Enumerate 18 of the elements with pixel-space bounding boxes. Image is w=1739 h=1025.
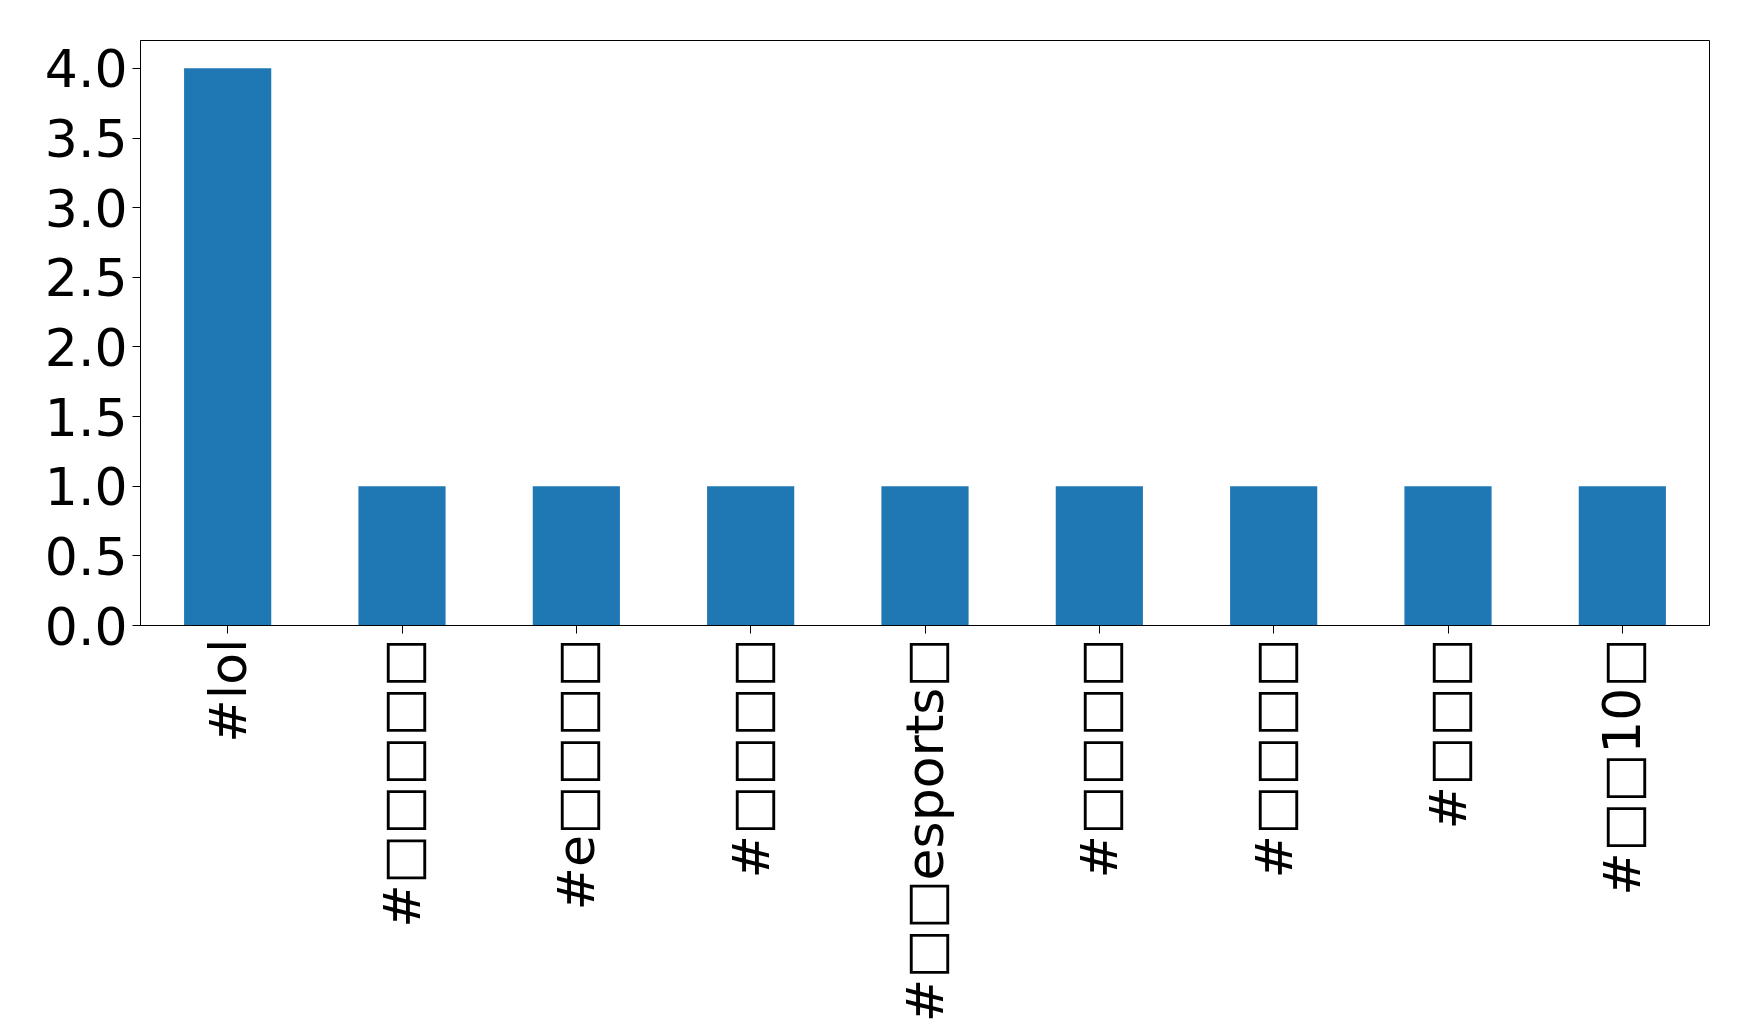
y-tick-label: 1.5 xyxy=(44,387,128,448)
x-tick-label: #□□□□□ xyxy=(372,638,432,928)
y-tick-label: 0.0 xyxy=(44,596,128,657)
x-tick-label: #□□□□ xyxy=(720,638,781,879)
x-tick-label: #e□□□□ xyxy=(546,638,607,911)
x-tick-label: #□□□□ xyxy=(1069,638,1130,879)
y-tick-label: 2.5 xyxy=(44,248,128,309)
x-tick-label: #lol xyxy=(197,638,258,743)
y-tick-label: 2.0 xyxy=(44,317,128,378)
y-tick-label: 0.5 xyxy=(44,526,128,587)
x-tick-label: #□□esports□ xyxy=(895,638,955,1023)
y-tick-label: 3.5 xyxy=(44,109,128,169)
x-tick-label: #□□□ xyxy=(1418,638,1478,830)
x-tick-label: #□□10□ xyxy=(1592,638,1653,896)
y-tick-label: 3.0 xyxy=(44,178,128,239)
y-tick-label: 4.0 xyxy=(44,39,128,100)
y-tick-label: 1.0 xyxy=(44,457,128,518)
x-tick-label: #□□□□ xyxy=(1243,638,1304,879)
